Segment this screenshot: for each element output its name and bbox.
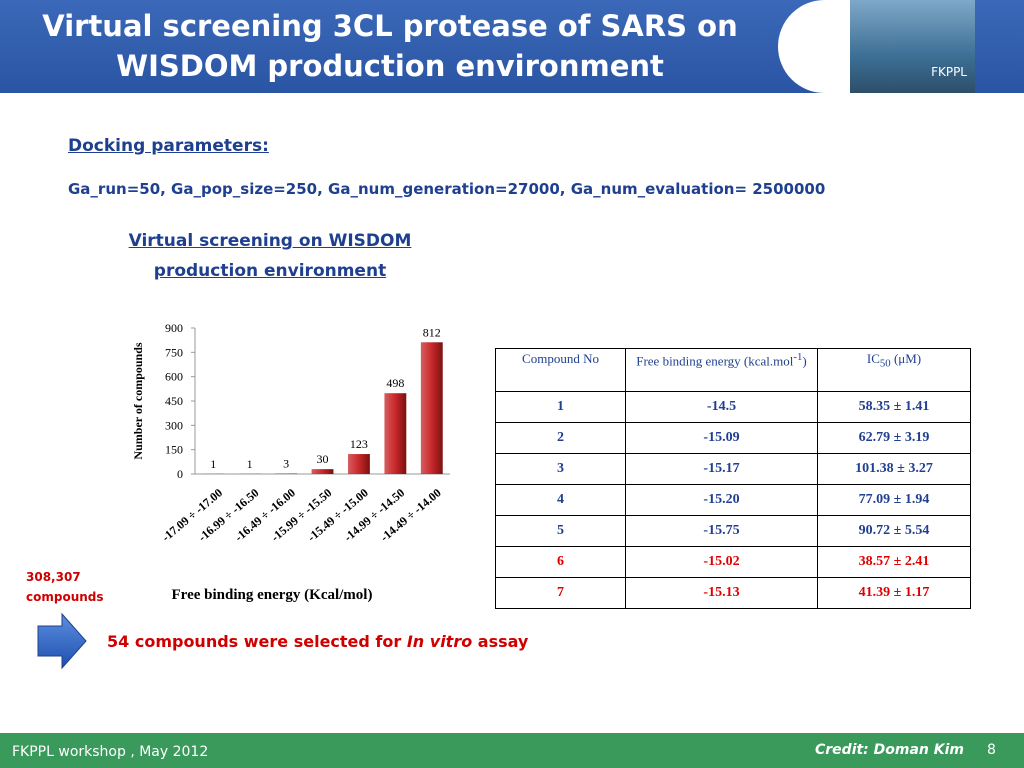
table-header: Compound No Free binding energy (kcal.mol… (495, 348, 971, 392)
table-cell: 77.09 ± 1.94 (817, 484, 971, 516)
header-sup: -1 (793, 351, 803, 363)
table-row: 5 -15.75 90.72 ± 5.54 (495, 515, 971, 547)
header-cell: Free binding energy (kcal.mol-1) (625, 348, 818, 392)
docking-params: Ga_run=50, Ga_pop_size=250, Ga_num_gener… (68, 180, 826, 198)
y-tick-label: 150 (165, 443, 183, 457)
side-note: 308,307 compounds (26, 570, 104, 604)
x-axis-label: Free binding energy (Kcal/mol) (172, 587, 373, 603)
y-axis-label: Number of compounds (131, 342, 145, 459)
bar (311, 469, 334, 474)
y-tick-label: 450 (165, 394, 183, 408)
table-cell: 58.35 ± 1.41 (817, 391, 971, 423)
y-tick-label: 600 (165, 370, 183, 384)
y-tick-label: 900 (165, 321, 183, 335)
footer-credit: Credit: Doman Kim (815, 742, 965, 758)
table-cell: -15.09 (625, 422, 818, 454)
value-label: 123 (350, 437, 368, 451)
table-row: 7 -15.13 41.39 ± 1.17 (495, 577, 971, 609)
table-cell: 41.39 ± 1.17 (817, 577, 971, 609)
table-cell: 101.38 ± 3.27 (817, 453, 971, 485)
table-cell: 2 (495, 422, 626, 454)
header-text: ) (802, 353, 807, 369)
table-row: 4 -15.20 77.09 ± 1.94 (495, 484, 971, 516)
table-cell: -15.17 (625, 453, 818, 485)
table-row: 3 -15.17 101.38 ± 3.27 (495, 453, 971, 485)
value-label: 498 (386, 376, 404, 390)
bar (348, 454, 370, 474)
y-tick-label: 750 (165, 345, 183, 359)
table-row: 2 -15.09 62.79 ± 3.19 (495, 422, 971, 454)
selection-italic: In vitro (406, 632, 473, 651)
selection-text: assay (472, 632, 529, 651)
selection-note: 54 compounds were selected for In vitro … (107, 632, 528, 651)
value-label: 812 (423, 325, 441, 339)
table-cell: 1 (495, 391, 626, 423)
bar (384, 393, 407, 474)
page-number: 8 (987, 742, 996, 758)
footer-event: FKPPL workshop , May 2012 (12, 744, 209, 760)
table-cell: 7 (495, 577, 626, 609)
y-tick-label: 300 (165, 418, 183, 432)
arrow-icon (37, 612, 87, 670)
header-text: (μM) (890, 351, 922, 366)
table-cell: 38.57 ± 2.41 (817, 546, 971, 578)
result-table: Compound No Free binding energy (kcal.mol… (495, 348, 971, 609)
header-text: Free binding energy (kcal.mol (636, 353, 794, 369)
value-label: 1 (210, 457, 216, 471)
table-cell: -15.02 (625, 546, 818, 578)
header-cell: IC50 (μM) (817, 348, 971, 392)
selection-text: 54 compounds were selected for (107, 632, 407, 651)
table-cell: -14.5 (625, 391, 818, 423)
chart: 0 150 300 450 600 750 900 Number of compounds Fr… (131, 321, 450, 603)
header-text: Compound No (522, 351, 599, 366)
table-cell: 4 (495, 484, 626, 516)
table-cell: 90.72 ± 5.54 (817, 515, 971, 547)
logo-image: FKPPL (850, 0, 975, 93)
table-cell: 3 (495, 453, 626, 485)
table-cell: 6 (495, 546, 626, 578)
footer-band (0, 733, 1024, 768)
table-row: 1 -14.5 58.35 ± 1.41 (495, 391, 971, 423)
value-label: 1 (247, 457, 253, 471)
table-cell: -15.20 (625, 484, 818, 516)
header-text: IC (866, 351, 880, 366)
table-cell: 5 (495, 515, 626, 547)
header-sub: 50 (879, 357, 891, 370)
value-label: 30 (317, 452, 329, 466)
table-row: 6 -15.02 38.57 ± 2.41 (495, 546, 971, 578)
x-tick-label: -17.09 ÷ -17.00 (159, 486, 225, 545)
chart-title: Virtual screening on WISDOM production e… (128, 231, 412, 281)
logo-label: FKPPL (931, 65, 967, 79)
value-label: 3 (283, 457, 289, 471)
y-tick-label: 0 (177, 467, 183, 481)
table-cell: 62.79 ± 3.19 (817, 422, 971, 454)
slide-title: Virtual screening 3CL protease of SARS o… (42, 9, 738, 83)
header-cell: Compound No (495, 348, 626, 392)
docking-heading: Docking parameters: (68, 136, 269, 156)
bar (420, 342, 443, 474)
table-cell: -15.75 (625, 515, 818, 547)
table-cell: -15.13 (625, 577, 818, 609)
